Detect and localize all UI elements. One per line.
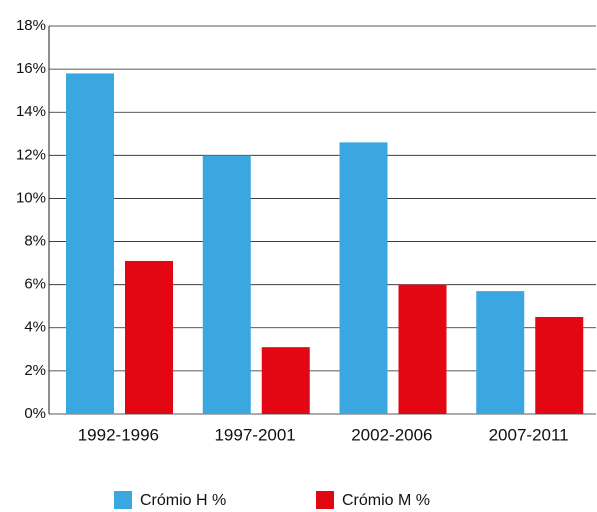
y-tick-label: 16% [16,60,46,77]
x-tick-label: 2007-2011 [489,425,569,444]
bar [398,284,447,414]
bar [476,291,525,414]
y-tick-label: 2% [24,362,46,379]
bar [125,260,173,414]
legend-label: Crómio H % [140,492,226,509]
y-tick-label: 0% [24,405,46,422]
legend-swatch [316,491,334,509]
x-tick-label: 1997-2001 [214,425,295,444]
legend-label: Crómio M % [342,492,430,509]
x-tick-label: 2002-2006 [351,425,432,444]
bar [261,347,310,414]
y-tick-label: 14% [16,103,46,120]
bar [339,142,388,414]
bar [202,155,251,415]
y-tick-label: 6% [24,276,46,293]
x-tick-label: 1992-1996 [78,425,159,444]
y-tick-label: 4% [24,319,46,336]
y-tick-label: 18% [16,17,46,34]
y-tick-label: 10% [16,189,46,206]
bar [535,317,584,414]
bar [66,73,114,414]
y-tick-label: 12% [16,146,46,163]
y-tick-label: 8% [24,233,46,250]
legend-swatch [114,491,132,509]
